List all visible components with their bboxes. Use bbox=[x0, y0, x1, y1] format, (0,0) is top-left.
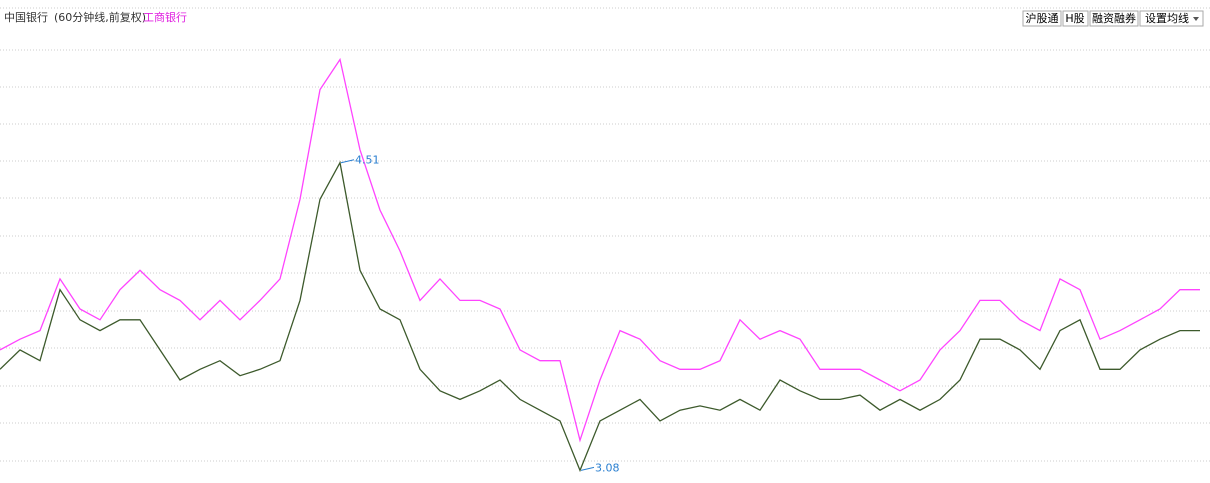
annotation: 3.08 bbox=[595, 461, 620, 474]
grid bbox=[0, 49, 1210, 462]
period: (60分钟线,前复权) bbox=[54, 10, 146, 24]
button[interactable] bbox=[1089, 10, 1139, 27]
series-line bbox=[0, 57, 1200, 443]
stock-name: 中国银行 bbox=[4, 10, 48, 24]
compare-name: 工商银行 bbox=[143, 10, 187, 24]
button-label[interactable]: H股 bbox=[1065, 12, 1084, 25]
button[interactable] bbox=[1139, 10, 1204, 27]
toolbar: 沪股通 H股 融资融券 设置均线 bbox=[1022, 10, 1204, 27]
annotation: 4.51 bbox=[355, 154, 380, 167]
button-label[interactable]: 设置均线 bbox=[1145, 11, 1189, 25]
button-label[interactable]: 沪股通 bbox=[1026, 11, 1059, 25]
button-label[interactable]: 融资融券 bbox=[1092, 11, 1136, 25]
button[interactable] bbox=[1062, 10, 1089, 27]
series-line bbox=[0, 160, 1200, 473]
button[interactable] bbox=[1022, 10, 1062, 27]
annotation-arrow bbox=[580, 466, 595, 471]
annotation-arrow bbox=[340, 159, 355, 164]
dropdown-arrow[interactable] bbox=[1193, 17, 1199, 21]
